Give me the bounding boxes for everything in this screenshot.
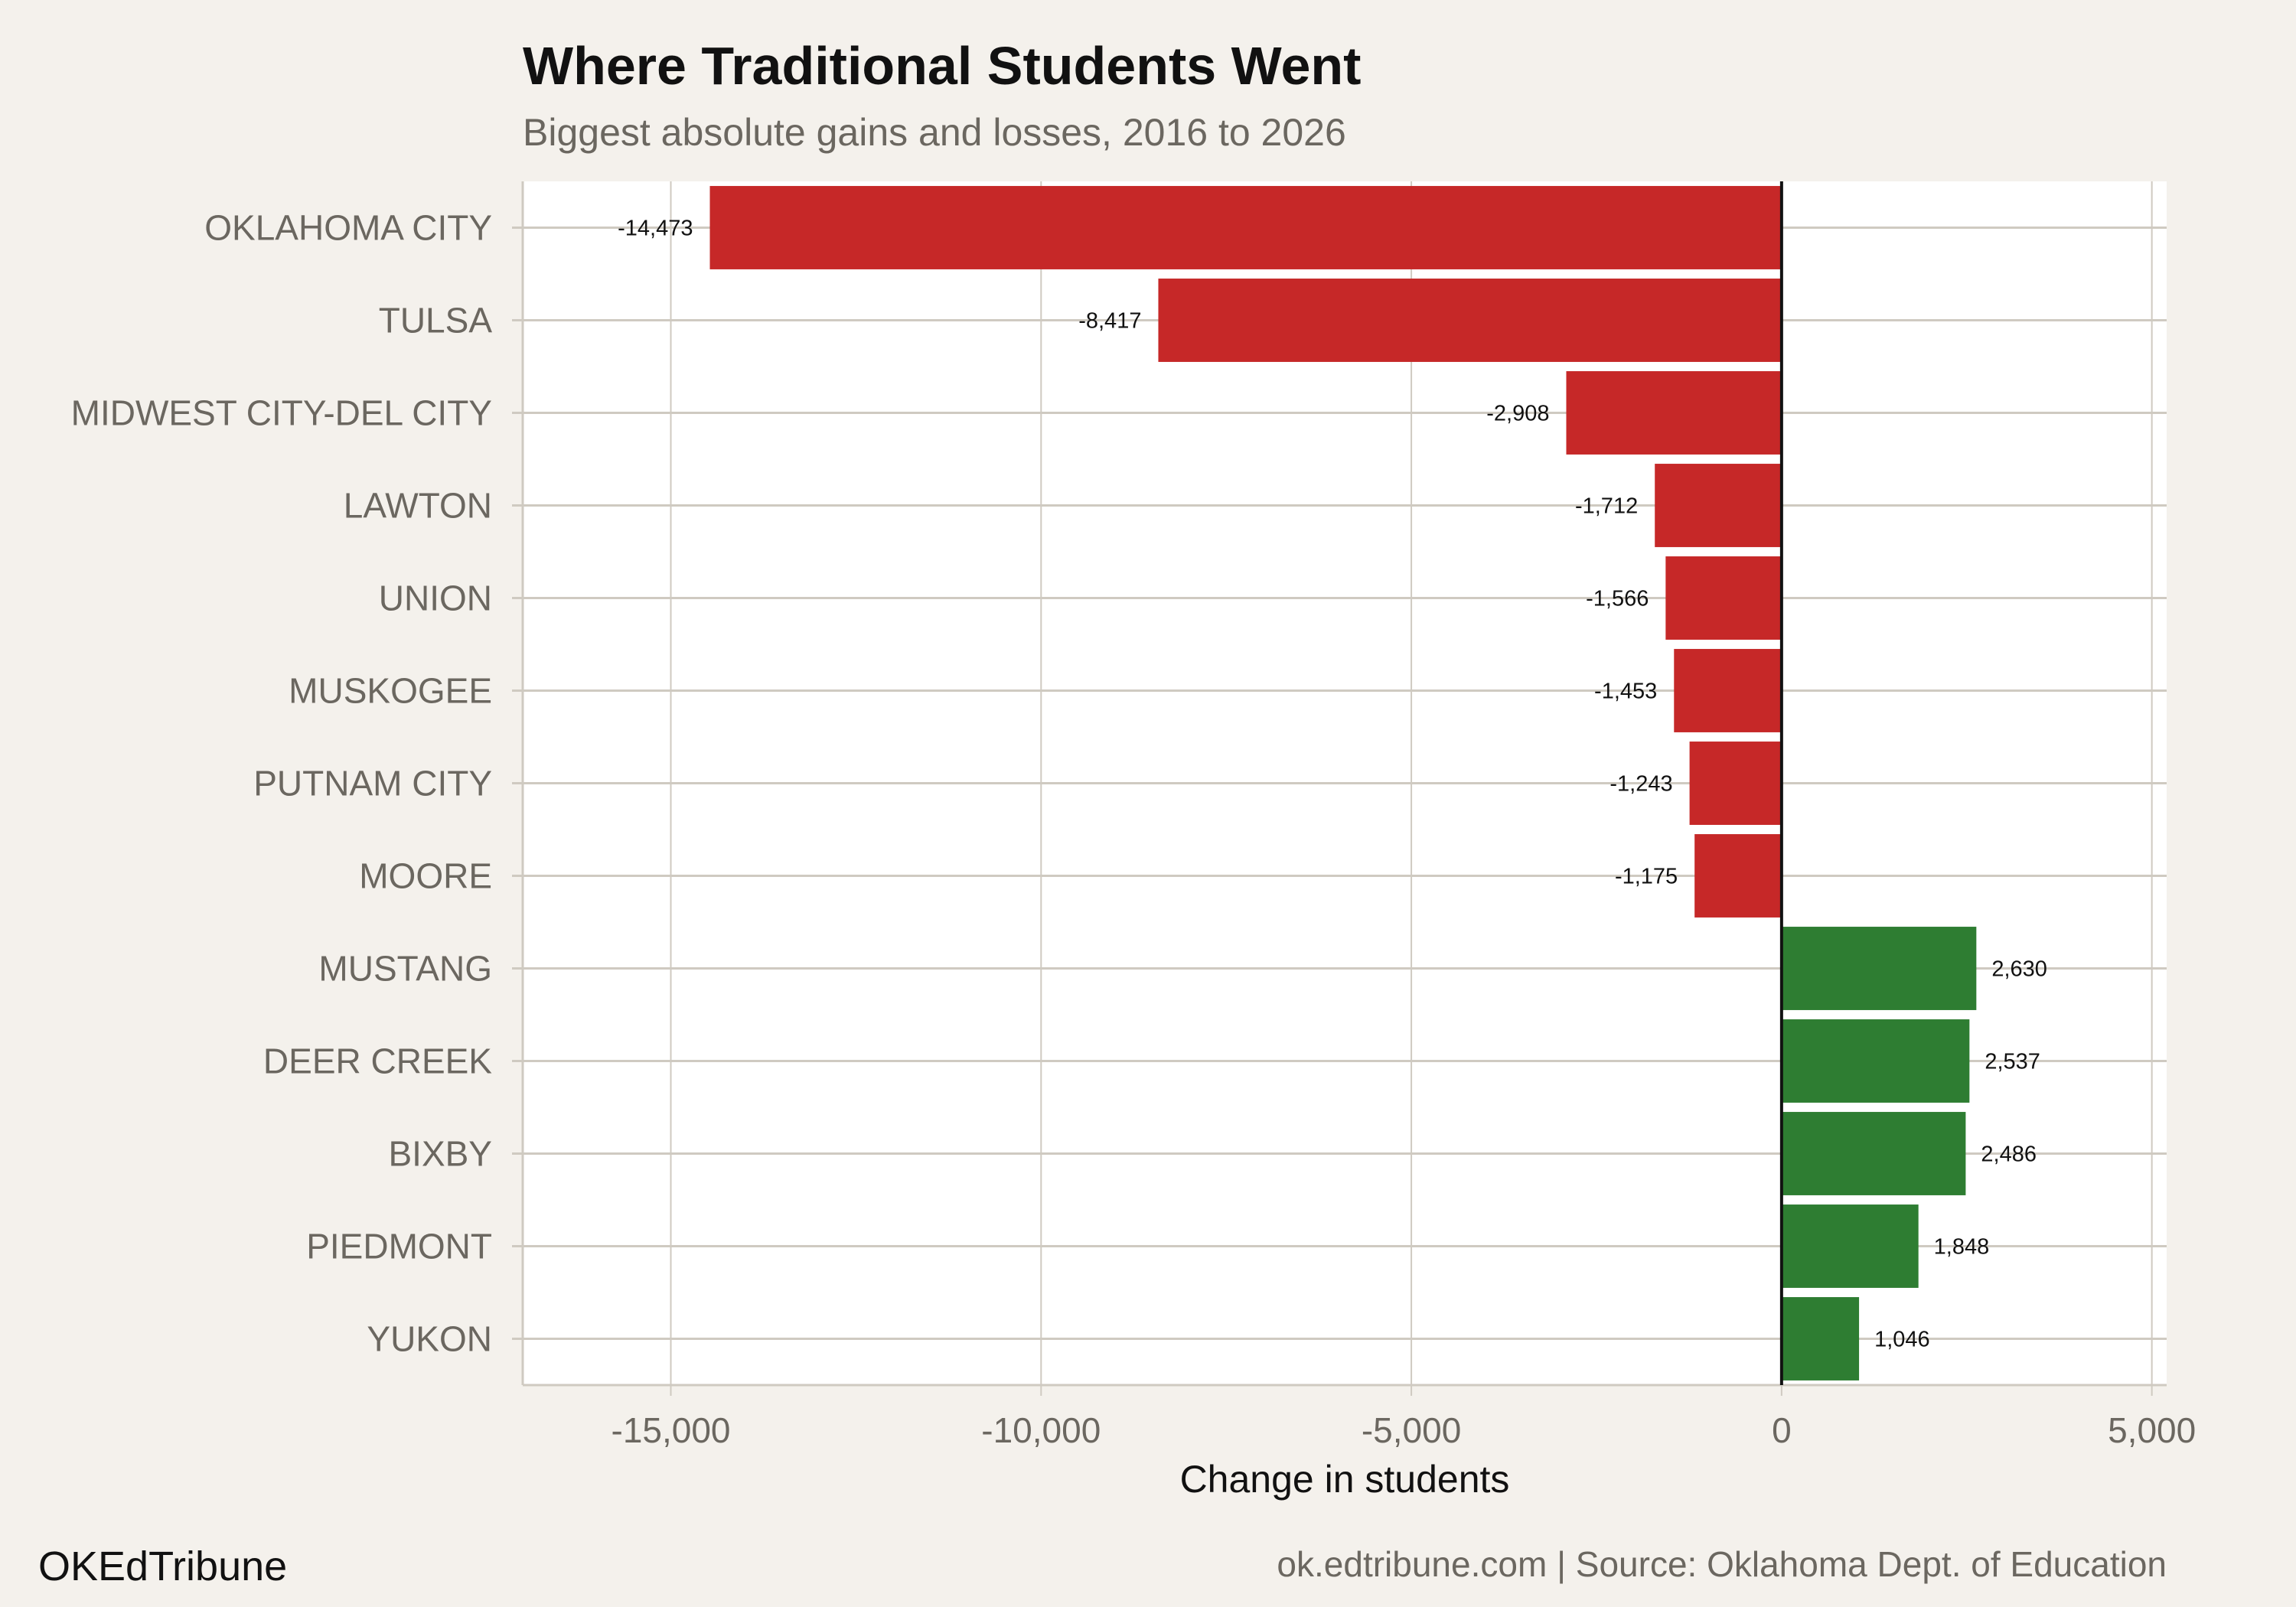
category-labels: OKLAHOMA CITY TULSA MIDWEST CITY-DEL CITY L…	[71, 208, 493, 1359]
category-label: OKLAHOMA CITY	[204, 208, 492, 248]
data-labels: -14,473 -8,417 -2,908 -1,712 -1,566 -1,453 -1,…	[618, 217, 2047, 1352]
bar-midwest-city-del-city	[1566, 371, 1782, 455]
data-label: -1,566	[1586, 587, 1649, 611]
x-tick-label: -15,000	[612, 1410, 731, 1450]
brand-logo-text: OKEdTribune	[38, 1543, 287, 1589]
category-label: MUSTANG	[318, 949, 492, 989]
x-tick-label: -5,000	[1362, 1410, 1461, 1450]
x-tick-label: -10,000	[981, 1410, 1101, 1450]
bar-yukon	[1781, 1297, 1860, 1380]
category-label: PUTNAM CITY	[253, 764, 492, 804]
data-label: -1,712	[1575, 494, 1638, 519]
bar-putnam-city	[1689, 742, 1782, 825]
data-label: -14,473	[618, 217, 693, 241]
bar-piedmont	[1781, 1204, 1919, 1288]
category-label: BIXBY	[388, 1134, 492, 1174]
category-label: TULSA	[379, 301, 493, 341]
bar-tulsa	[1158, 279, 1782, 362]
x-tick-label: 5,000	[2108, 1410, 2196, 1450]
data-label: 2,630	[1991, 957, 2047, 982]
data-label: -1,453	[1594, 680, 1657, 704]
data-label: -1,175	[1615, 865, 1678, 889]
category-label: YUKON	[367, 1319, 492, 1359]
x-tick-label: 0	[1772, 1410, 1792, 1450]
bar-deer-creek	[1781, 1019, 1970, 1103]
category-label: MOORE	[359, 856, 492, 896]
category-label: MIDWEST CITY-DEL CITY	[71, 393, 492, 433]
bar-bixby	[1781, 1112, 1966, 1195]
bar-lawton	[1655, 464, 1782, 547]
bar-muskogee	[1674, 649, 1782, 732]
data-label: -2,908	[1486, 402, 1549, 426]
category-label: PIEDMONT	[306, 1227, 492, 1266]
bar-oklahoma-city	[709, 186, 1782, 269]
bar-mustang	[1781, 927, 1977, 1010]
category-label: UNION	[379, 579, 492, 618]
bar-union	[1665, 556, 1782, 640]
data-label: -8,417	[1078, 309, 1141, 334]
bar-moore	[1694, 834, 1782, 918]
chart-title: Where Traditional Students Went	[523, 36, 1361, 96]
category-label: MUSKOGEE	[289, 671, 492, 711]
chart-subtitle: Biggest absolute gains and losses, 2016 …	[523, 111, 1346, 154]
data-label: 1,046	[1874, 1328, 1930, 1352]
category-label: DEER CREEK	[263, 1041, 492, 1081]
x-tick-labels: -15,000 -10,000 -5,000 0 5,000	[612, 1410, 2197, 1450]
category-label: LAWTON	[344, 486, 492, 526]
x-axis-title: Change in students	[1180, 1458, 1510, 1501]
bars	[709, 181, 1977, 1385]
data-label: 1,848	[1934, 1235, 1990, 1260]
source-caption: ok.edtribune.com | Source: Oklahoma Dept…	[1277, 1544, 2167, 1584]
data-label: 2,486	[1981, 1143, 2037, 1167]
data-label: 2,537	[1985, 1050, 2040, 1074]
data-label: -1,243	[1609, 772, 1672, 797]
